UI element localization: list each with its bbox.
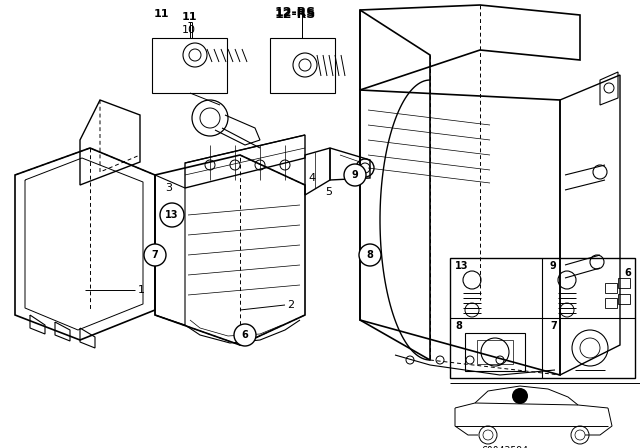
Bar xyxy=(270,38,335,93)
Bar xyxy=(477,340,513,364)
Text: 9: 9 xyxy=(351,170,358,180)
Text: 9: 9 xyxy=(550,261,557,271)
Circle shape xyxy=(144,244,166,266)
Text: 13: 13 xyxy=(165,210,179,220)
Text: 1: 1 xyxy=(138,285,145,295)
Text: 3: 3 xyxy=(165,183,172,193)
Text: 4: 4 xyxy=(308,173,315,183)
Text: 6: 6 xyxy=(242,330,248,340)
Text: 13: 13 xyxy=(455,261,468,271)
Bar xyxy=(605,298,617,308)
Bar xyxy=(152,38,227,93)
Text: 10: 10 xyxy=(182,25,196,35)
Text: 5: 5 xyxy=(325,187,332,197)
Circle shape xyxy=(160,203,184,227)
Circle shape xyxy=(234,324,256,346)
Circle shape xyxy=(512,388,528,404)
Text: 7: 7 xyxy=(152,250,158,260)
Bar xyxy=(618,278,630,288)
Text: C0043594: C0043594 xyxy=(481,446,529,448)
Circle shape xyxy=(344,164,366,186)
Bar xyxy=(618,294,630,304)
Circle shape xyxy=(359,244,381,266)
Text: 8: 8 xyxy=(455,321,462,331)
Text: 8: 8 xyxy=(367,250,373,260)
Text: 11: 11 xyxy=(154,9,170,19)
Text: 11: 11 xyxy=(182,12,198,22)
Bar xyxy=(465,333,525,371)
Text: 2: 2 xyxy=(287,300,294,310)
Text: 6: 6 xyxy=(624,268,631,278)
Text: 12-RS: 12-RS xyxy=(275,8,316,21)
Bar xyxy=(450,258,635,378)
Text: 7: 7 xyxy=(550,321,557,331)
Text: 12-RS: 12-RS xyxy=(275,5,316,18)
Bar xyxy=(605,283,617,293)
